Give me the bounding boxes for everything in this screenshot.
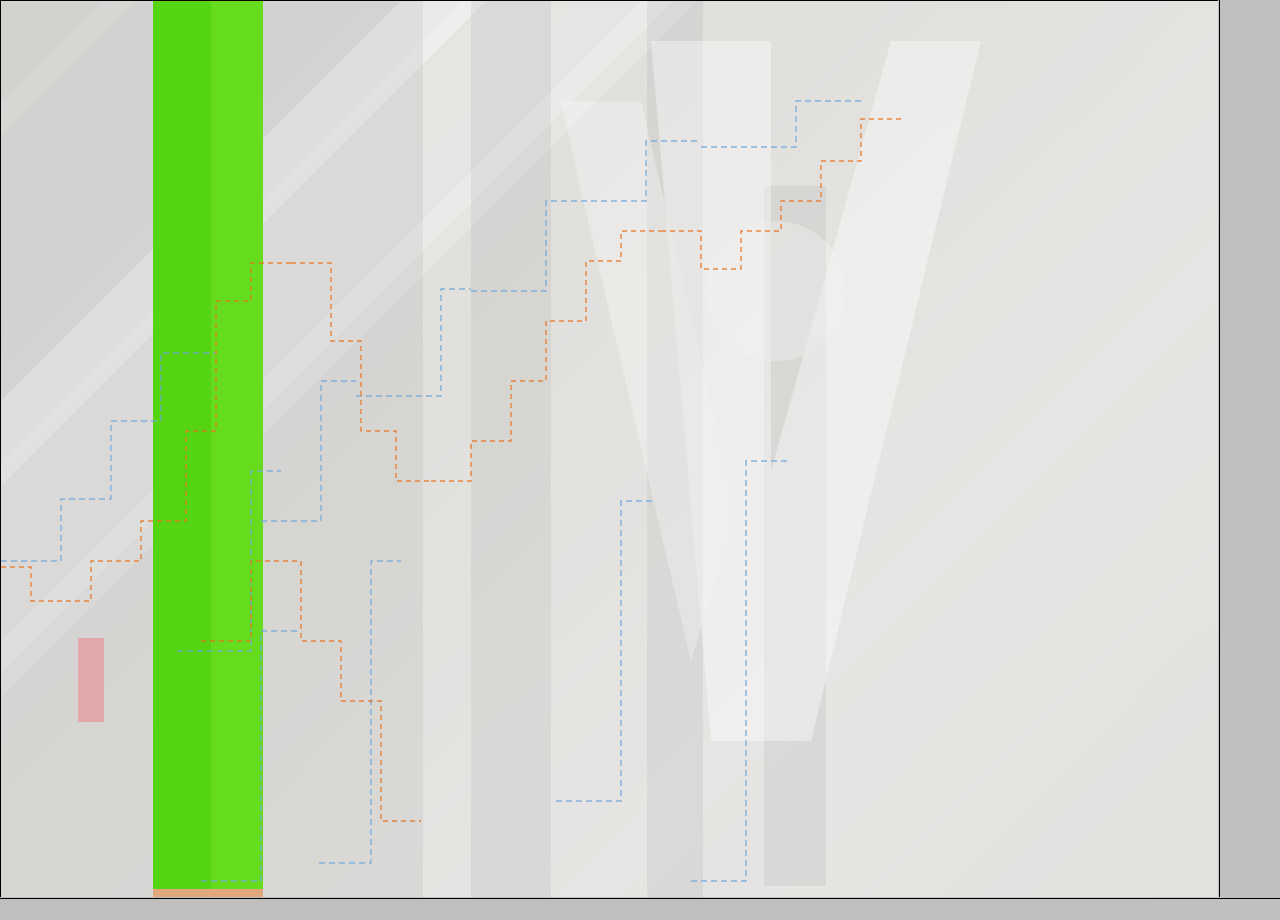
session-block-3: [471, 1, 551, 897]
watermark-text: [73, 609, 1173, 739]
price-scale[interactable]: [1219, 0, 1280, 897]
green-signal-zone-2: [211, 1, 263, 897]
session-block-5: [764, 186, 826, 886]
fractal-channel-layer: [1, 100, 901, 882]
session-block-1: [1, 1, 153, 897]
watermark-divider-bar: [78, 638, 104, 722]
session-block-4: [647, 1, 703, 897]
signal-marker-layer: [1, 1, 1218, 897]
green-zone-footer-bar: [153, 889, 263, 897]
chart-plot-area[interactable]: [0, 0, 1218, 897]
green-signal-zone: [153, 1, 211, 897]
time-scale[interactable]: [0, 898, 1280, 920]
